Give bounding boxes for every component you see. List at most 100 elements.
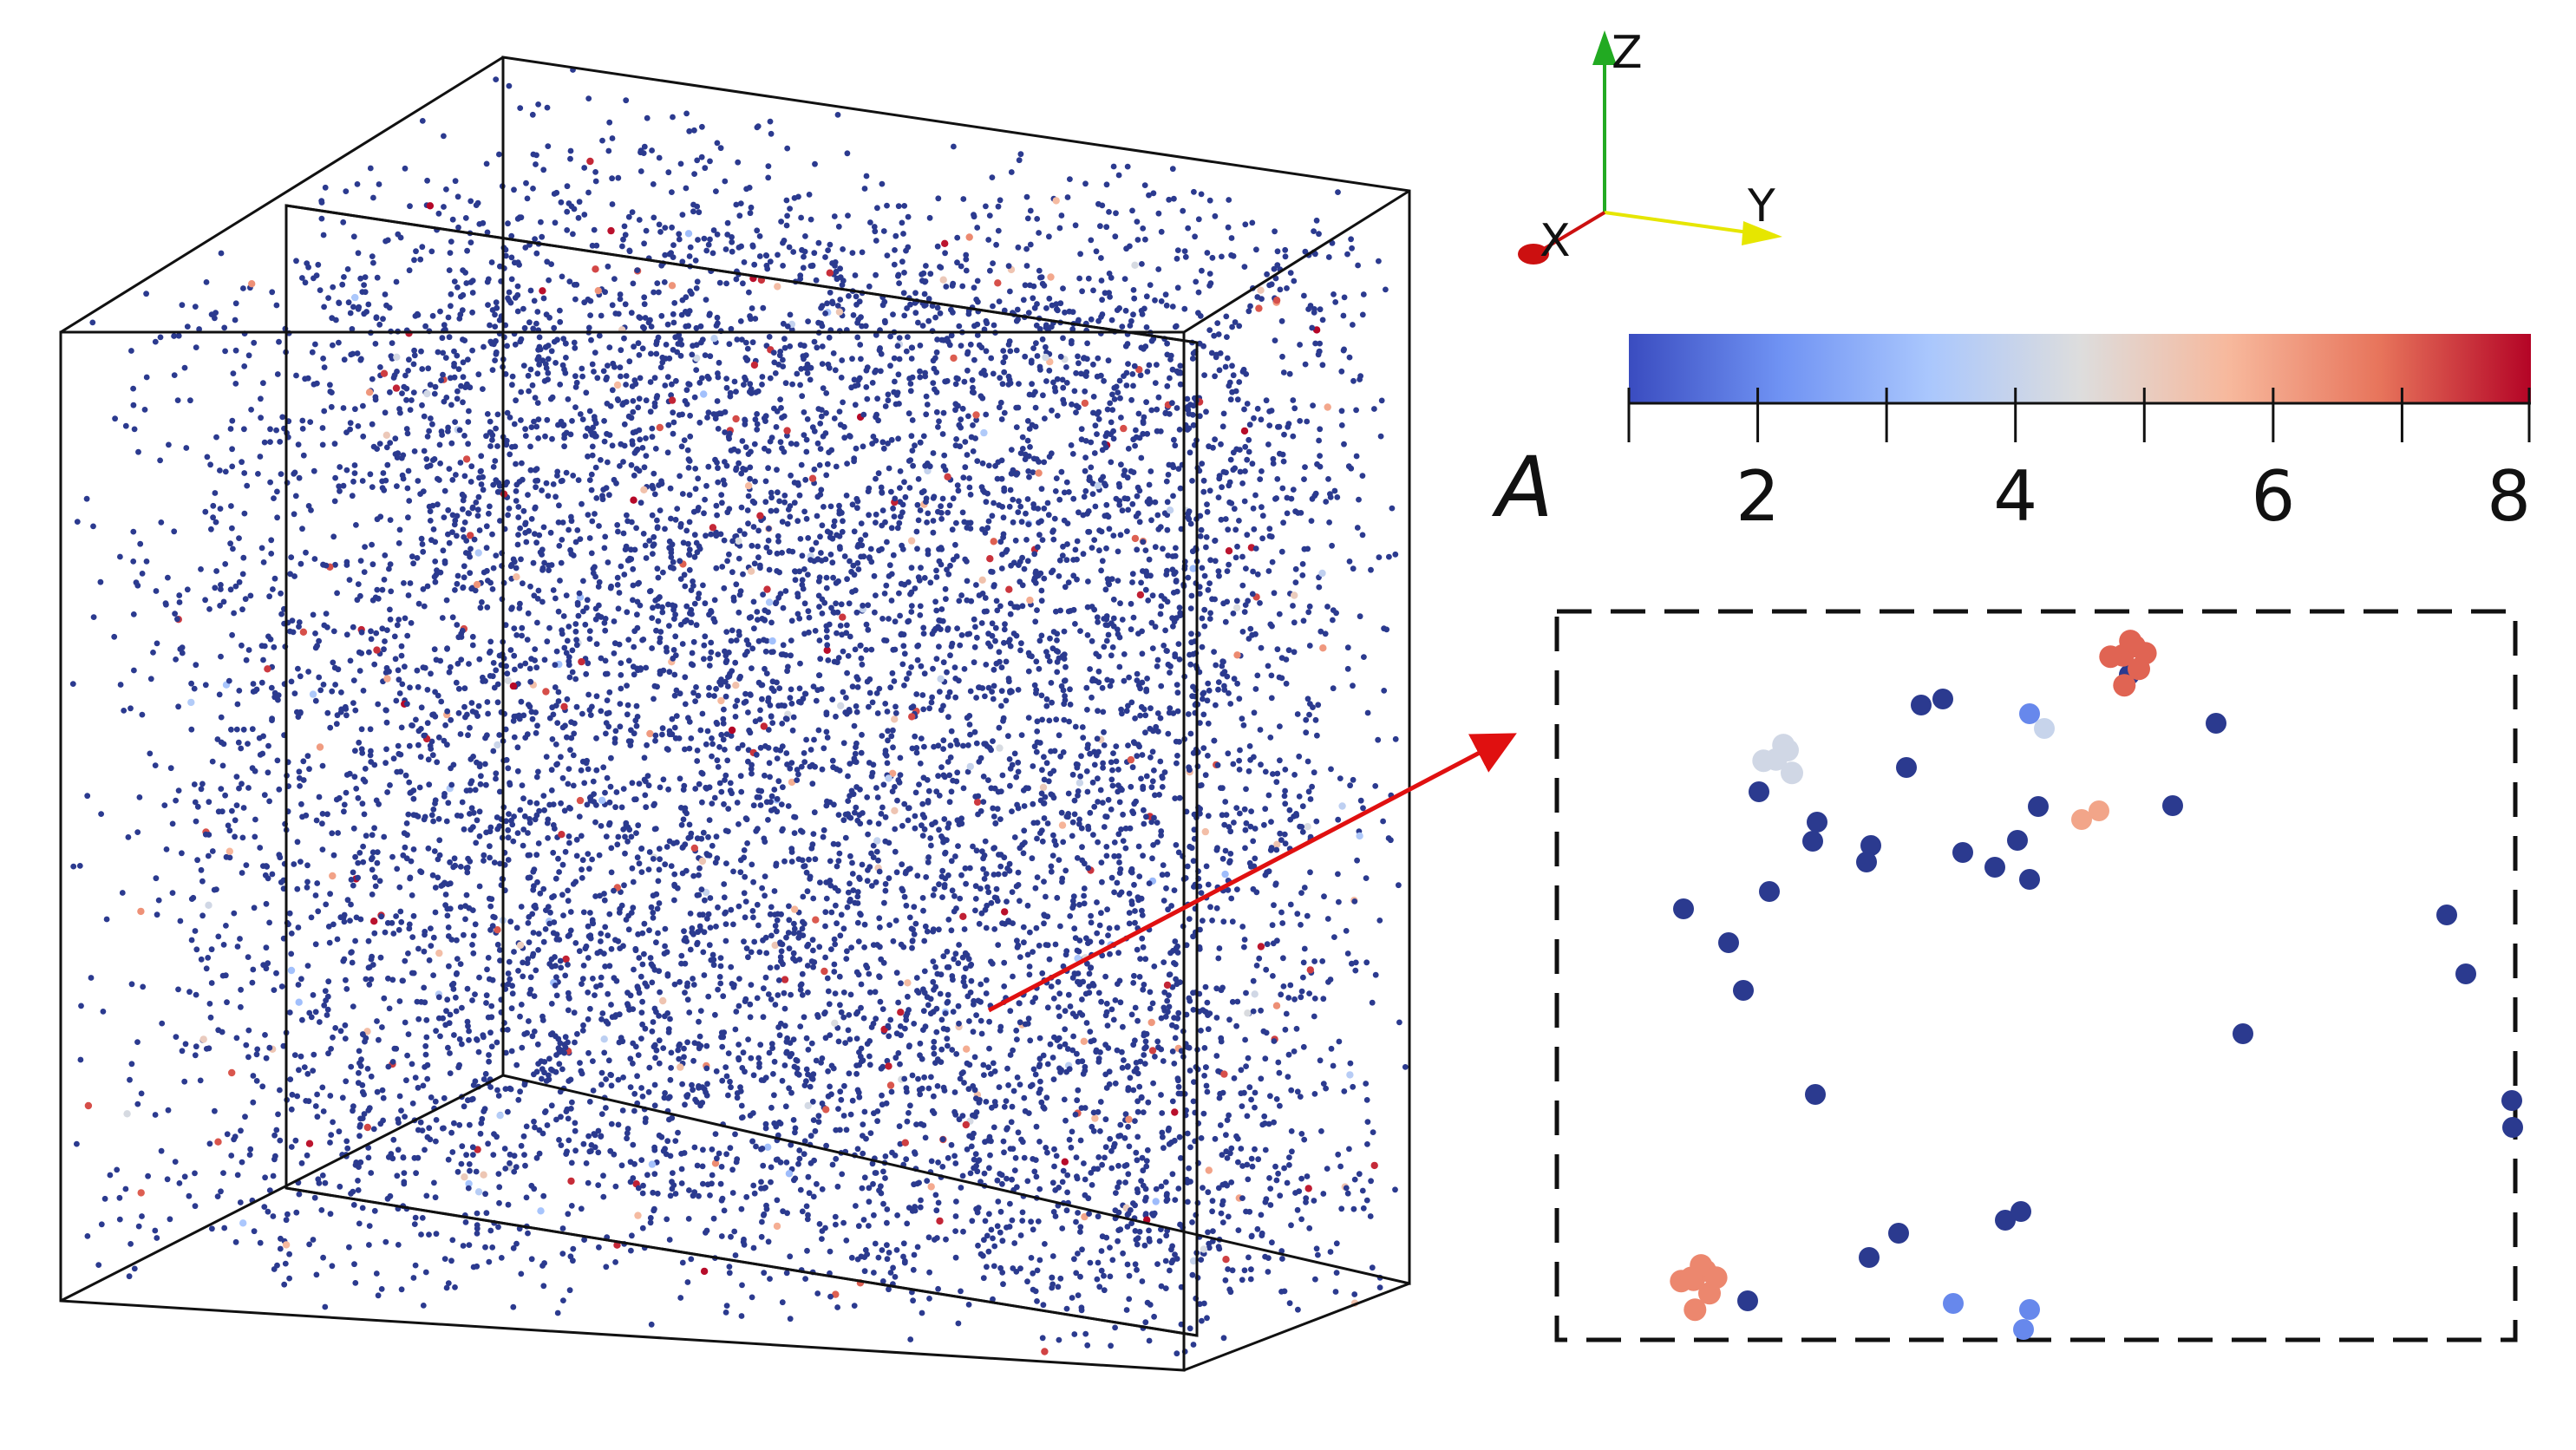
particle	[953, 436, 959, 442]
particle	[972, 411, 980, 419]
particle	[261, 439, 268, 446]
particle	[724, 757, 731, 764]
particle	[983, 1099, 990, 1105]
particle	[777, 396, 783, 402]
particle	[1199, 1317, 1205, 1324]
particle	[1007, 1052, 1014, 1058]
particle	[1315, 702, 1322, 709]
particle	[897, 1009, 905, 1016]
particle	[884, 1206, 891, 1212]
particle	[824, 528, 831, 535]
particle	[882, 813, 889, 820]
particle	[1188, 592, 1195, 599]
particle	[1068, 1144, 1075, 1151]
particle	[951, 143, 957, 150]
particle	[473, 500, 480, 506]
particle	[260, 656, 266, 663]
particle	[1117, 600, 1123, 607]
particle	[719, 564, 726, 570]
particle	[307, 419, 314, 425]
particle	[895, 371, 902, 378]
particle	[1204, 1088, 1211, 1095]
particle	[1025, 715, 1032, 721]
particle	[465, 356, 471, 362]
particle	[249, 979, 256, 986]
particle	[356, 1048, 363, 1055]
particle	[703, 741, 709, 748]
particle	[1233, 805, 1240, 811]
particle	[826, 1001, 833, 1008]
particle	[1227, 851, 1234, 857]
particle	[951, 664, 958, 670]
particle	[382, 291, 389, 297]
particle	[1155, 526, 1162, 532]
particle	[1300, 959, 1307, 966]
particle	[1177, 362, 1184, 369]
particle	[877, 345, 883, 351]
particle	[1033, 689, 1039, 696]
particle	[1115, 630, 1121, 637]
particle	[812, 628, 819, 634]
particle	[981, 1237, 987, 1244]
particle	[413, 716, 419, 723]
particle	[866, 1038, 873, 1044]
particle	[435, 949, 443, 957]
particle	[1245, 1055, 1252, 1061]
particle	[985, 518, 992, 525]
particle	[837, 702, 845, 709]
particle	[157, 334, 164, 341]
particle	[847, 433, 853, 439]
particle	[521, 813, 528, 820]
particle	[333, 721, 340, 728]
particle	[422, 1042, 429, 1049]
particle	[1134, 1133, 1141, 1140]
particle	[461, 519, 468, 526]
particle	[617, 701, 624, 707]
particle	[608, 583, 614, 590]
particle	[845, 1027, 852, 1034]
particle	[609, 175, 615, 182]
particle	[977, 981, 984, 988]
particle	[741, 890, 748, 897]
particle	[1122, 1179, 1128, 1185]
particle	[651, 533, 657, 540]
particle	[801, 508, 807, 515]
particle	[379, 478, 385, 485]
particle	[520, 973, 526, 980]
particle	[469, 309, 475, 316]
particle	[415, 683, 422, 690]
particle	[1008, 447, 1015, 453]
particle	[577, 1060, 583, 1066]
particle	[212, 519, 219, 526]
particle	[580, 1140, 587, 1147]
particle	[147, 750, 154, 757]
particle	[693, 539, 700, 546]
particle	[1347, 782, 1353, 789]
particle	[328, 1046, 334, 1052]
particle	[1098, 528, 1105, 535]
particle	[442, 892, 449, 898]
particle	[1032, 618, 1039, 625]
particle	[1087, 750, 1093, 757]
particle	[1070, 606, 1077, 613]
particle	[858, 1004, 864, 1011]
particle	[736, 245, 742, 251]
particle	[520, 362, 527, 369]
particle	[800, 265, 807, 271]
particle	[648, 904, 655, 911]
particle	[405, 592, 412, 598]
particle	[890, 744, 896, 751]
particle	[414, 998, 421, 1005]
particle	[1267, 735, 1274, 741]
particle	[1280, 369, 1287, 376]
particle	[723, 376, 729, 382]
particle	[788, 637, 794, 643]
particle	[1148, 784, 1155, 791]
particle	[517, 807, 524, 813]
particle	[736, 903, 742, 910]
particle	[762, 772, 768, 779]
particle	[872, 609, 878, 616]
particle	[229, 463, 236, 470]
particle	[779, 550, 785, 556]
particle	[871, 1270, 877, 1276]
